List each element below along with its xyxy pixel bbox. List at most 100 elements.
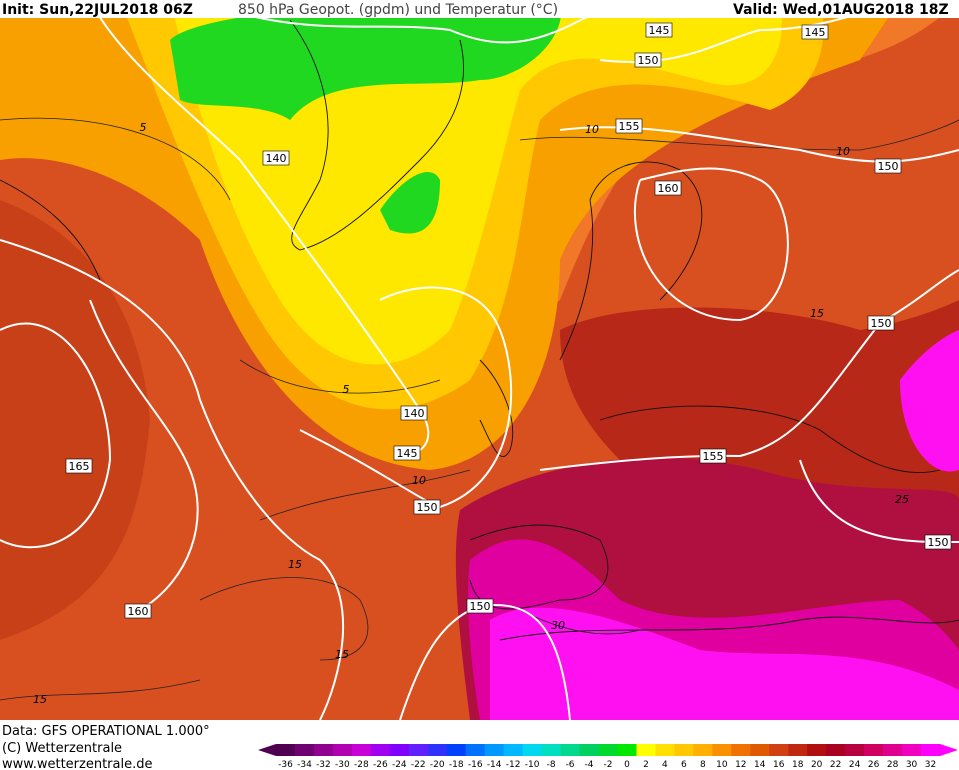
isotherm-label: 10 [585, 123, 599, 136]
contour-label: 155 [699, 448, 727, 464]
map-title: 850 hPa Geopot. (gpdm) und Temperatur (°… [238, 2, 558, 18]
legend-label: -24 [392, 760, 407, 770]
legend-label: -12 [506, 760, 521, 770]
isotherm-label: 30 [551, 619, 565, 632]
isotherm-label: 15 [335, 648, 349, 661]
legend-cell [712, 744, 732, 756]
label-box [645, 22, 673, 38]
legend-cell [655, 744, 675, 756]
label-text: 150 [470, 600, 491, 613]
legend-label: 32 [925, 760, 936, 770]
label-box [393, 445, 421, 461]
label-text: 165 [69, 460, 90, 473]
contour-label: 160 [654, 180, 682, 196]
isotherm-label: 15 [33, 693, 47, 706]
isotherm-label: 5 [140, 121, 147, 134]
label-text: 150 [878, 160, 899, 173]
legend-cell [845, 744, 865, 756]
contour-label: 145 [645, 22, 673, 38]
label-text: 160 [658, 182, 679, 195]
legend-cell [522, 744, 543, 756]
legend-cell [313, 744, 334, 756]
contour-label: 165 [65, 458, 93, 474]
legend-cell [294, 744, 315, 756]
legend-cell [541, 744, 562, 756]
legend-label: -34 [297, 760, 312, 770]
label-text: 150 [417, 501, 438, 514]
label-text: 150 [638, 54, 659, 67]
legend-label: -2 [604, 760, 613, 770]
legend-label: -32 [316, 760, 331, 770]
legend-label: -16 [468, 760, 483, 770]
legend-cell [864, 744, 884, 756]
legend-label: -14 [487, 760, 502, 770]
legend-cell [484, 744, 505, 756]
label-text: 160 [128, 605, 149, 618]
data-source: Data: GFS OPERATIONAL 1.000° [2, 724, 210, 739]
legend-cell [788, 744, 808, 756]
label-box [699, 448, 727, 464]
label-box [400, 405, 428, 421]
label-text: 150 [871, 317, 892, 330]
isotherm-label: 10 [836, 145, 850, 158]
legend-cell [276, 744, 296, 756]
legend-label: 26 [868, 760, 880, 770]
contour-label: 140 [400, 405, 428, 421]
label-text: 145 [649, 24, 670, 37]
color-legend: -36 -34 -32 -30 -28 -26 -24 -22 -20 -18 -16 -14 -12-… [258, 744, 958, 770]
contour-label: 150 [867, 315, 895, 331]
contour-label: 140 [262, 150, 290, 166]
legend-cell [332, 744, 353, 756]
legend-cell [389, 744, 410, 756]
legend-cell [883, 744, 903, 756]
label-box [466, 598, 494, 614]
legend-label: 30 [906, 760, 918, 770]
copyright: (C) Wetterzentrale [2, 741, 122, 756]
temperature-labels: 5 10 10 5 10 15 15 15 15 25 30 [33, 121, 909, 706]
legend-label: 16 [773, 760, 785, 770]
contour-label: 155 [615, 118, 643, 134]
legend-label: 10 [716, 760, 728, 770]
label-text: 145 [397, 447, 418, 460]
contour-label: 145 [393, 445, 421, 461]
header-bar [0, 0, 959, 18]
legend-cell [636, 744, 656, 756]
label-box [801, 24, 829, 40]
legend-cell [921, 744, 941, 756]
coastlines [0, 19, 959, 641]
legend-label: 14 [754, 760, 766, 770]
legend-label: -26 [373, 760, 388, 770]
label-text: 150 [928, 536, 949, 549]
label-text: 155 [703, 450, 724, 463]
legend-cell [693, 744, 713, 756]
valid-time: Valid: Wed,01AUG2018 18Z [733, 2, 949, 18]
legend-cell [807, 744, 827, 756]
legend-cell [446, 744, 467, 756]
legend-cell [370, 744, 391, 756]
legend-label: -28 [354, 760, 369, 770]
legend-arrow-left [258, 744, 276, 756]
legend-cell [826, 744, 846, 756]
legend-cell [579, 744, 600, 756]
isotherm-label: 5 [343, 383, 350, 396]
legend-cell [617, 744, 637, 756]
legend-label: -10 [525, 760, 540, 770]
label-box [615, 118, 643, 134]
geopotential-labels: 1451501451551601501401501401451651551501… [65, 22, 952, 619]
legend-label: 28 [887, 760, 899, 770]
legend-label: 20 [811, 760, 823, 770]
legend-label: -30 [335, 760, 350, 770]
legend-label: 6 [681, 760, 687, 770]
contour-label: 160 [124, 603, 152, 619]
label-box [413, 499, 441, 515]
legend-label: 18 [792, 760, 804, 770]
label-box [654, 180, 682, 196]
contour-label: 150 [466, 598, 494, 614]
init-time: Init: Sun,22JUL2018 06Z [2, 2, 193, 18]
legend-label: -36 [278, 760, 293, 770]
label-box [874, 158, 902, 174]
isotherm-label: 15 [288, 558, 302, 571]
legend-label: 2 [643, 760, 649, 770]
contour-label: 150 [413, 499, 441, 515]
legend-label: 8 [700, 760, 706, 770]
